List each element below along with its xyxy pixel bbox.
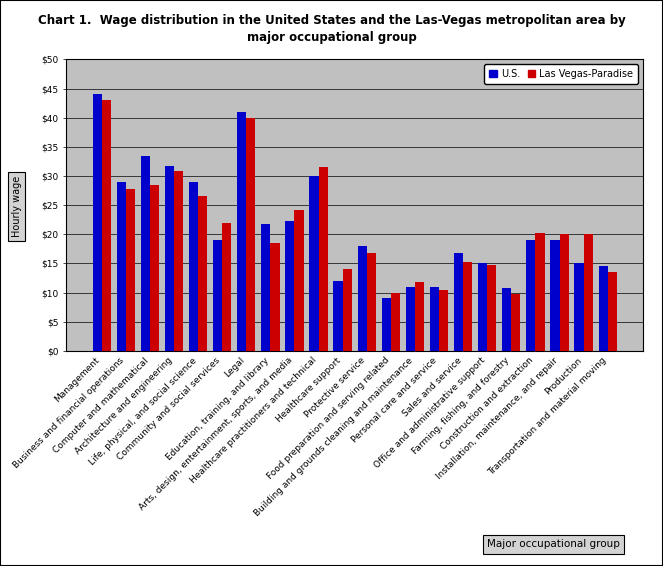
Bar [198,196,208,351]
Bar [174,171,183,351]
Legend: U.S., Las Vegas-Paradise: U.S., Las Vegas-Paradise [484,65,638,84]
Bar [333,281,343,351]
Bar [165,165,174,351]
Bar [294,210,304,351]
Bar [189,182,198,351]
Bar [237,112,246,351]
Bar [343,269,352,351]
Bar [583,234,593,351]
Bar [560,234,569,351]
Bar [367,253,376,351]
Bar [599,267,608,351]
Bar [261,224,271,351]
Text: Hourly wage: Hourly wage [11,176,22,237]
Bar [318,168,328,351]
Bar [454,253,463,351]
Bar [526,240,536,351]
Bar [502,288,511,351]
Bar [574,263,583,351]
Bar [511,294,520,351]
Bar [463,261,472,351]
Bar [550,240,560,351]
Bar [487,265,497,351]
Bar [439,290,448,351]
Text: Major occupational group: Major occupational group [487,539,620,550]
Bar [213,240,222,351]
Bar [357,246,367,351]
Bar [285,221,294,351]
Bar [93,95,101,351]
Bar [478,263,487,351]
Bar [391,293,400,351]
Bar [536,233,544,351]
Bar [430,287,439,351]
Bar [608,272,617,351]
Bar [310,176,318,351]
Bar [101,100,111,351]
Bar [117,182,126,351]
Bar [406,287,415,351]
Bar [271,243,280,351]
Bar [382,298,391,351]
Bar [246,118,255,351]
Bar [222,222,231,351]
Bar [126,189,135,351]
Text: Chart 1.  Wage distribution in the United States and the Las-Vegas metropolitan : Chart 1. Wage distribution in the United… [38,14,625,27]
Bar [150,185,159,351]
Bar [415,282,424,351]
Text: major occupational group: major occupational group [247,31,416,44]
Bar [141,156,150,351]
